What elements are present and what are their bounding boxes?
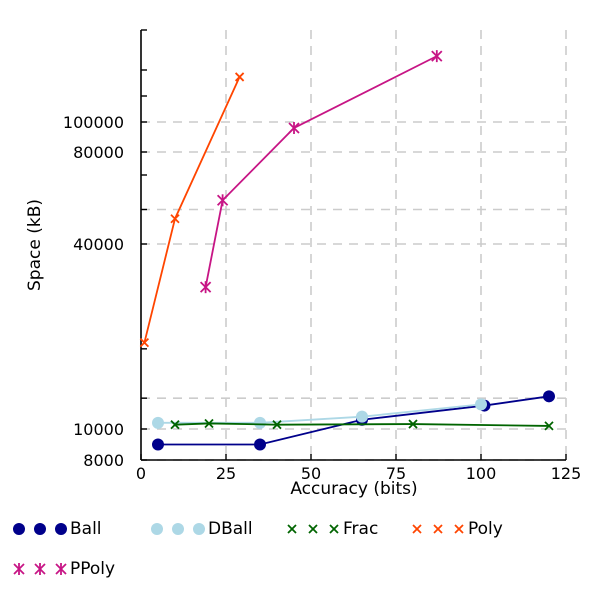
- marker-stroke: [234, 72, 245, 82]
- data-point: [254, 438, 266, 451]
- data-point: [199, 281, 212, 294]
- data-point: [172, 523, 184, 535]
- y-tick-label: 100000: [63, 113, 124, 132]
- data-point: [234, 72, 245, 82]
- data-point: [272, 420, 282, 430]
- series: [139, 50, 555, 451]
- data-point: [433, 524, 443, 534]
- data-point: [475, 398, 487, 411]
- y-tick-label: 40000: [73, 235, 124, 254]
- data-point: [13, 523, 25, 535]
- marker-stroke: [329, 524, 339, 534]
- y-tick-label: 8000: [83, 451, 124, 470]
- series-frac: [170, 418, 554, 431]
- x-tick-label: 100: [466, 464, 497, 483]
- data-point: [329, 524, 339, 534]
- data-point: [13, 563, 25, 575]
- data-point: [34, 563, 46, 575]
- legend-label: Ball: [70, 519, 102, 539]
- series-poly: [139, 72, 245, 348]
- legend-item-ball: Ball: [13, 519, 102, 539]
- data-point: [193, 523, 205, 535]
- marker-stroke: [408, 419, 418, 429]
- marker-stroke: [170, 214, 180, 224]
- data-point: [544, 421, 554, 431]
- data-point: [55, 563, 67, 575]
- marker-stroke: [544, 421, 554, 431]
- marker-stroke: [412, 524, 422, 534]
- data-point: [412, 524, 422, 534]
- data-point: [170, 420, 180, 430]
- data-point: [454, 524, 464, 534]
- series-line: [204, 55, 438, 288]
- series-line: [158, 395, 550, 446]
- data-point: [543, 390, 555, 403]
- data-point: [431, 50, 443, 63]
- data-point: [287, 524, 297, 534]
- data-point: [55, 523, 67, 535]
- data-point: [204, 418, 214, 429]
- x-tick-label: 50: [301, 464, 321, 483]
- grid: [141, 30, 567, 461]
- legend-item-ppoly: PPoly: [13, 559, 115, 579]
- data-point: [151, 523, 163, 535]
- legend-label: DBall: [208, 519, 253, 539]
- ticks: 0 25 50 75 100 125 8000 10000 40000 80000 100000: [63, 29, 582, 483]
- x-tick-label: 0: [136, 464, 146, 483]
- y-tick-label: 10000: [73, 420, 124, 439]
- marker-stroke: [433, 524, 443, 534]
- data-point: [170, 214, 180, 224]
- marker-stroke: [308, 524, 318, 534]
- data-point: [152, 438, 164, 451]
- legend: Ball DBall Frac Poly PPoly: [13, 519, 503, 579]
- data-point: [308, 524, 318, 534]
- axes: [140, 30, 566, 461]
- marker-stroke: [139, 338, 150, 348]
- marker-stroke: [454, 524, 464, 534]
- legend-item-dball: DBall: [151, 519, 253, 539]
- data-point: [152, 416, 164, 429]
- data-point: [34, 523, 46, 535]
- data-point: [139, 338, 150, 348]
- legend-item-poly: Poly: [412, 519, 503, 539]
- y-axis-label: Space (kB): [25, 199, 45, 291]
- marker-stroke: [204, 418, 214, 429]
- legend-label: Frac: [343, 519, 378, 539]
- x-axis-label: Accuracy (bits): [290, 479, 417, 499]
- x-tick-label: 125: [551, 464, 582, 483]
- x-tick-label: 75: [386, 464, 406, 483]
- data-point: [216, 194, 229, 207]
- data-point: [288, 122, 300, 134]
- marker-stroke: [170, 420, 180, 430]
- y-tick-label: 80000: [73, 143, 124, 162]
- legend-item-frac: Frac: [287, 519, 378, 539]
- x-tick-label: 25: [216, 464, 236, 483]
- series-ppoly: [199, 50, 443, 294]
- marker-stroke: [272, 420, 282, 430]
- legend-label: Poly: [468, 519, 503, 539]
- data-point: [408, 419, 418, 429]
- data-point: [254, 416, 266, 429]
- data-point: [356, 410, 368, 423]
- marker-stroke: [287, 524, 297, 534]
- legend-label: PPoly: [70, 559, 115, 579]
